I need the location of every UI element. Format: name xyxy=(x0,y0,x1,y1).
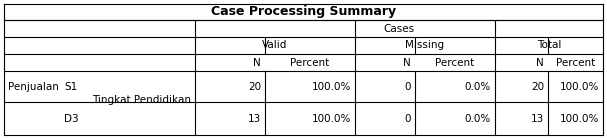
Text: Percent: Percent xyxy=(556,58,595,67)
Text: Penjualan: Penjualan xyxy=(8,82,59,91)
Text: 100.0%: 100.0% xyxy=(560,113,599,124)
Text: 0: 0 xyxy=(404,113,411,124)
Text: D3: D3 xyxy=(64,113,79,124)
Text: 20: 20 xyxy=(531,82,544,91)
Text: 100.0%: 100.0% xyxy=(311,82,351,91)
Text: Percent: Percent xyxy=(435,58,475,67)
Text: Valid: Valid xyxy=(262,40,288,51)
Text: Missing: Missing xyxy=(405,40,444,51)
Text: 20: 20 xyxy=(248,82,261,91)
Text: Total: Total xyxy=(537,40,561,51)
Text: 0.0%: 0.0% xyxy=(465,113,491,124)
Text: Tingkat Pendidikan: Tingkat Pendidikan xyxy=(92,95,191,105)
Text: N: N xyxy=(403,58,411,67)
Text: 13: 13 xyxy=(531,113,544,124)
Text: Cases: Cases xyxy=(384,23,415,34)
Text: 0.0%: 0.0% xyxy=(465,82,491,91)
Text: S1: S1 xyxy=(64,82,77,91)
Text: N: N xyxy=(253,58,261,67)
Text: 100.0%: 100.0% xyxy=(560,82,599,91)
Text: 0: 0 xyxy=(404,82,411,91)
Text: N: N xyxy=(536,58,544,67)
Text: 13: 13 xyxy=(248,113,261,124)
Text: Percent: Percent xyxy=(290,58,330,67)
Text: 100.0%: 100.0% xyxy=(311,113,351,124)
Text: Case Processing Summary: Case Processing Summary xyxy=(211,6,396,18)
